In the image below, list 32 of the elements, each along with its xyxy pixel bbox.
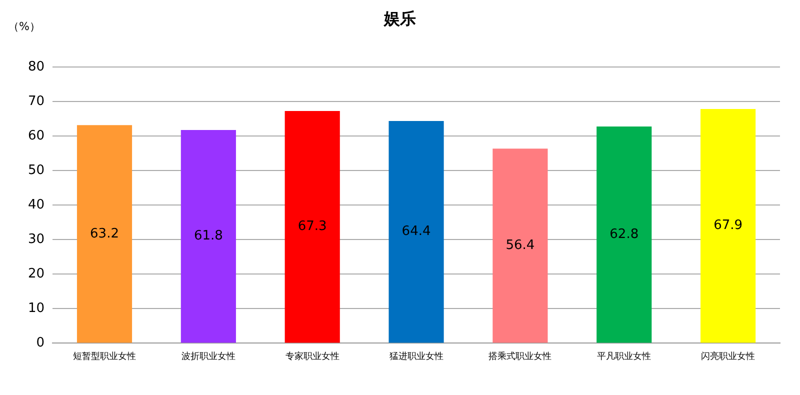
y-tick-label: 30 [28,232,45,248]
y-tick-label: 10 [28,301,45,316]
x-tick-label: 猛进职业女性 [389,350,444,362]
x-tick-label: 搭乘式职业女性 [488,350,552,362]
y-tick-label: 50 [28,163,45,178]
bar [596,126,652,343]
data-label: 61.8 [194,228,223,244]
x-tick-label: 平凡职业女性 [597,350,652,362]
x-tick-label: 短暂型职业女性 [73,350,136,362]
y-tick-label: 70 [28,94,45,110]
bar [700,108,756,343]
bar [180,130,236,343]
y-axis-title: （%） [8,20,40,33]
data-label: 67.3 [298,219,327,234]
bar [492,148,548,343]
data-label: 56.4 [506,238,535,254]
y-tick-label: 0 [36,336,45,351]
data-label: 67.9 [714,218,743,234]
data-label: 62.8 [610,226,639,242]
bar [388,121,444,343]
y-tick-label: 20 [28,266,45,282]
data-label: 63.2 [90,226,119,242]
x-tick-label: 波折职业女性 [181,350,236,362]
chart-title: 娱乐 [383,8,416,28]
x-tick-label: 专家职业女性 [285,350,340,362]
y-tick-label: 40 [28,198,45,213]
bar [284,111,340,343]
y-tick-label: 80 [28,60,45,75]
x-tick-label: 闪亮职业女性 [701,350,756,362]
y-tick-label: 60 [28,128,45,144]
data-label: 64.4 [402,224,431,240]
bar [76,125,132,343]
